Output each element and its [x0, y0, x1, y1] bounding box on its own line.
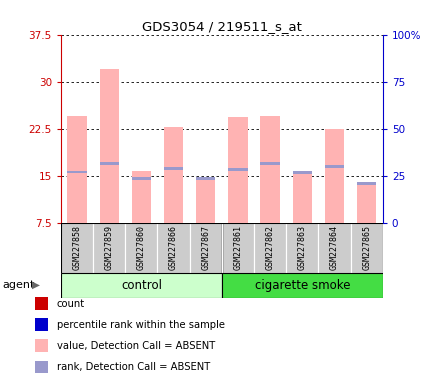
Title: GDS3054 / 219511_s_at: GDS3054 / 219511_s_at: [141, 20, 301, 33]
Bar: [93, 35, 125, 223]
Bar: [260, 162, 279, 165]
Bar: [125, 35, 157, 223]
Bar: [286, 35, 318, 223]
Text: GSM227863: GSM227863: [297, 225, 306, 270]
Text: GSM227867: GSM227867: [201, 225, 210, 270]
Bar: [125, 223, 157, 273]
Bar: [67, 170, 86, 173]
Bar: [253, 223, 286, 273]
Text: GSM227865: GSM227865: [362, 225, 370, 270]
Bar: [356, 183, 375, 223]
Bar: [99, 162, 118, 165]
Bar: [221, 273, 382, 298]
Bar: [67, 116, 86, 223]
Bar: [324, 166, 343, 168]
Text: GSM227864: GSM227864: [329, 225, 338, 270]
Bar: [253, 35, 286, 223]
Text: control: control: [121, 279, 161, 291]
Text: rank, Detection Call = ABSENT: rank, Detection Call = ABSENT: [56, 362, 209, 372]
Bar: [228, 118, 247, 223]
Bar: [93, 223, 125, 273]
Bar: [318, 35, 350, 223]
Bar: [157, 223, 189, 273]
Text: GSM227862: GSM227862: [265, 225, 274, 270]
Text: GSM227861: GSM227861: [233, 225, 242, 270]
Bar: [221, 223, 253, 273]
Bar: [221, 35, 253, 223]
Bar: [99, 69, 118, 223]
Bar: [164, 167, 183, 170]
Text: cigarette smoke: cigarette smoke: [254, 279, 349, 291]
Bar: [164, 127, 183, 223]
Text: count: count: [56, 299, 85, 309]
Bar: [286, 223, 318, 273]
Bar: [228, 168, 247, 171]
Bar: [196, 177, 215, 180]
Text: ▶: ▶: [32, 280, 39, 290]
Bar: [189, 223, 221, 273]
Bar: [356, 182, 375, 185]
Text: percentile rank within the sample: percentile rank within the sample: [56, 320, 224, 330]
Bar: [61, 273, 221, 298]
Text: GSM227866: GSM227866: [169, 225, 178, 270]
Text: GSM227858: GSM227858: [72, 225, 81, 270]
Bar: [350, 35, 382, 223]
Text: value, Detection Call = ABSENT: value, Detection Call = ABSENT: [56, 341, 214, 351]
Bar: [260, 116, 279, 223]
Text: GSM227859: GSM227859: [105, 225, 113, 270]
Bar: [132, 177, 151, 180]
Bar: [292, 171, 311, 174]
Text: agent: agent: [2, 280, 34, 290]
Bar: [61, 223, 93, 273]
Text: GSM227860: GSM227860: [137, 225, 145, 270]
Bar: [157, 35, 189, 223]
Bar: [189, 35, 221, 223]
Bar: [292, 172, 311, 223]
Bar: [132, 170, 151, 223]
Bar: [350, 223, 382, 273]
Bar: [61, 35, 93, 223]
Bar: [324, 129, 343, 223]
Bar: [318, 223, 350, 273]
Bar: [196, 177, 215, 223]
